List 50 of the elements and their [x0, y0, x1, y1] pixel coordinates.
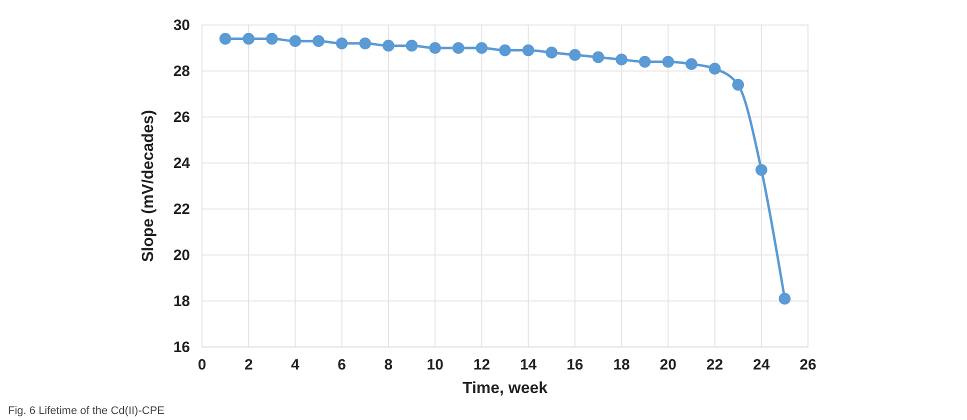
point — [429, 42, 441, 54]
point — [522, 44, 534, 56]
point — [686, 58, 698, 70]
x-tick-label: 8 — [384, 356, 393, 374]
x-tick-label: 12 — [473, 356, 490, 374]
point — [219, 32, 232, 45]
y-tick-label: 30 — [173, 16, 190, 34]
point — [662, 56, 674, 68]
x-tick-label: 14 — [520, 356, 538, 374]
y-tick-label: 24 — [173, 154, 191, 172]
point — [569, 48, 581, 61]
point — [266, 32, 278, 45]
point — [755, 164, 768, 176]
point — [289, 35, 302, 48]
point — [382, 40, 394, 52]
point — [452, 42, 464, 54]
point — [638, 56, 651, 68]
x-tick-label: 0 — [198, 356, 206, 374]
x-tick-label: 6 — [338, 356, 346, 374]
y-tick-label: 26 — [173, 108, 190, 126]
point — [359, 37, 372, 50]
x-tick-label: 18 — [613, 356, 630, 374]
point — [406, 40, 418, 52]
x-tick-label: 2 — [244, 356, 253, 374]
y-axis-title: Slope (mV/decades) — [140, 110, 157, 262]
x-axis-title: Time, week — [462, 380, 548, 397]
point — [708, 62, 721, 75]
y-tick-label: 28 — [173, 62, 190, 80]
x-tick-label: 22 — [706, 356, 724, 374]
point — [546, 46, 558, 59]
y-tick-label: 18 — [173, 292, 190, 310]
point — [592, 51, 604, 64]
point — [732, 78, 744, 91]
x-tick-label: 26 — [800, 356, 816, 374]
point — [242, 32, 255, 45]
y-tick-label: 20 — [173, 246, 190, 264]
x-tick-label: 16 — [566, 356, 584, 374]
point — [499, 44, 511, 56]
point — [616, 54, 628, 66]
point — [336, 37, 348, 50]
caption: Fig. 6 Lifetime of the Cd(II)-CPE — [8, 405, 164, 417]
point — [778, 292, 791, 305]
x-tick-label: 24 — [753, 356, 770, 374]
x-tick-label: 20 — [660, 356, 676, 374]
y-tick-label: 16 — [173, 338, 190, 356]
x-tick-label: 10 — [426, 356, 444, 374]
point — [312, 35, 324, 48]
y-tick-label: 22 — [173, 200, 190, 218]
x-tick-label: 4 — [291, 356, 300, 374]
point — [476, 42, 488, 54]
